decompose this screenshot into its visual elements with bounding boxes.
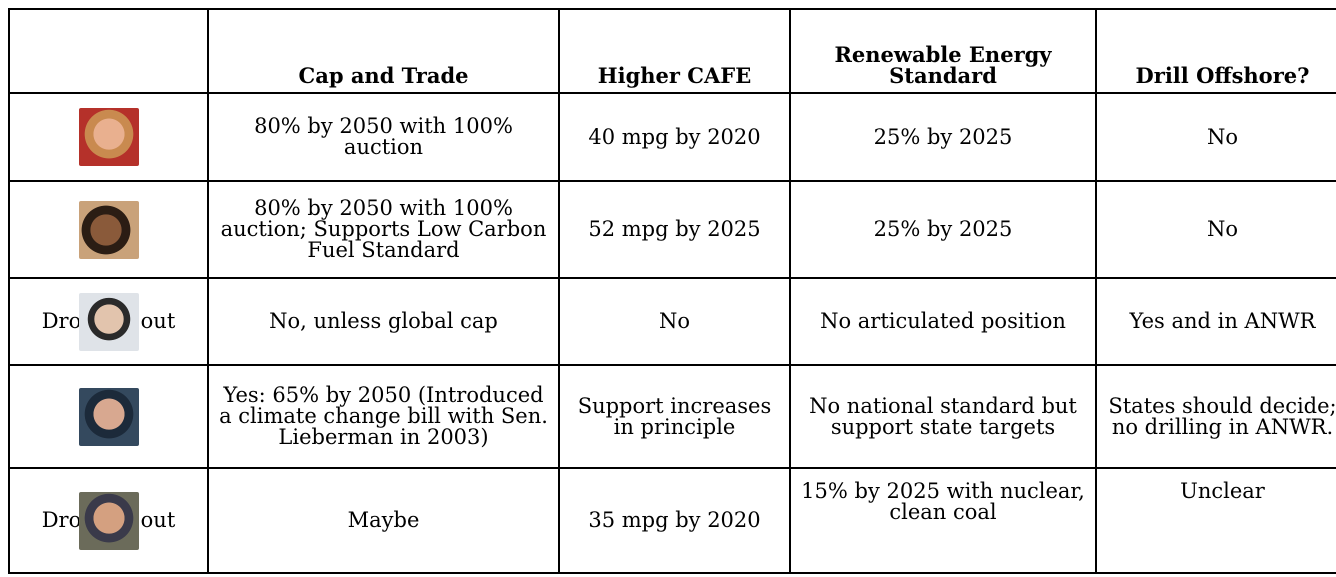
table-cell: 52 mpg by 2025 — [558, 180, 791, 279]
table-row: 80% by 2050 with 100% auction 40 mpg by 2… — [8, 92, 1336, 182]
candidate-photo — [79, 108, 139, 166]
table-cell: No national standard but support state t… — [789, 364, 1097, 469]
comparison-table: Cap and Trade Higher CAFE Renewable Energy… — [8, 8, 1336, 574]
table-cell: 25% by 2025 — [789, 180, 1097, 279]
candidate-photo — [79, 292, 139, 351]
candidate-cell — [8, 364, 209, 469]
table-row: Yes: 65% by 2050 (Introduced a climate c… — [8, 364, 1336, 469]
candidate-cell — [8, 180, 209, 279]
table-cell: 80% by 2050 with 100% auction; Supports … — [207, 180, 560, 279]
table-cell: No — [558, 277, 791, 366]
column-header: Drill Offshore? — [1095, 8, 1336, 94]
table-cell: 25% by 2025 — [789, 92, 1097, 182]
table-row: 80% by 2050 with 100% auction; Supports … — [8, 180, 1336, 279]
table-cell: No — [1095, 92, 1336, 182]
table-cell: Unclear — [1095, 467, 1336, 574]
candidate-photo — [79, 387, 139, 446]
header-cell — [8, 8, 209, 94]
column-header: Renewable Energy Standard — [789, 8, 1097, 94]
table-cell: Yes and in ANWR — [1095, 277, 1336, 366]
table-cell: 40 mpg by 2020 — [558, 92, 791, 182]
table-cell: No — [1095, 180, 1336, 279]
table-cell: No, unless global cap — [207, 277, 560, 366]
column-header: Cap and Trade — [207, 8, 560, 94]
candidate-cell — [8, 92, 209, 182]
table-cell: Support increases in principle — [558, 364, 791, 469]
candidate-photo — [79, 200, 139, 259]
table-cell: 80% by 2050 with 100% auction — [207, 92, 560, 182]
table-cell: 35 mpg by 2020 — [558, 467, 791, 574]
header-row: Cap and Trade Higher CAFE Renewable Energy… — [8, 8, 1336, 94]
column-header: Higher CAFE — [558, 8, 791, 94]
table-cell: Yes: 65% by 2050 (Introduced a climate c… — [207, 364, 560, 469]
table-cell: 15% by 2025 with nuclear, clean coal — [789, 467, 1097, 574]
candidate-photo — [79, 491, 139, 550]
table-cell: Maybe — [207, 467, 560, 574]
table-cell: States should decide; no drilling in ANW… — [1095, 364, 1336, 469]
table-cell: No articulated position — [789, 277, 1097, 366]
candidate-cell: Dropped out — [8, 277, 209, 366]
candidate-cell: Dropped out — [8, 467, 209, 574]
